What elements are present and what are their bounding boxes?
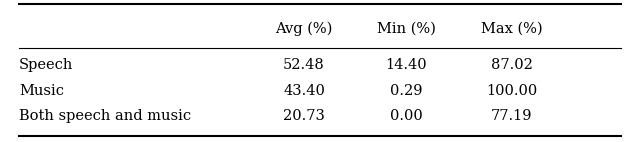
Text: Music: Music bbox=[19, 84, 64, 98]
Text: 0.29: 0.29 bbox=[390, 84, 422, 98]
Text: 0.00: 0.00 bbox=[390, 109, 423, 123]
Text: Min (%): Min (%) bbox=[377, 21, 436, 35]
Text: Max (%): Max (%) bbox=[481, 21, 543, 35]
Text: Both speech and music: Both speech and music bbox=[19, 109, 191, 123]
Text: 14.40: 14.40 bbox=[385, 58, 428, 72]
Text: Avg (%): Avg (%) bbox=[275, 21, 333, 36]
Text: 77.19: 77.19 bbox=[492, 109, 532, 123]
Text: 100.00: 100.00 bbox=[486, 84, 538, 98]
Text: 43.40: 43.40 bbox=[283, 84, 325, 98]
Text: 52.48: 52.48 bbox=[283, 58, 325, 72]
Text: Speech: Speech bbox=[19, 58, 74, 72]
Text: 20.73: 20.73 bbox=[283, 109, 325, 123]
Text: 87.02: 87.02 bbox=[491, 58, 533, 72]
